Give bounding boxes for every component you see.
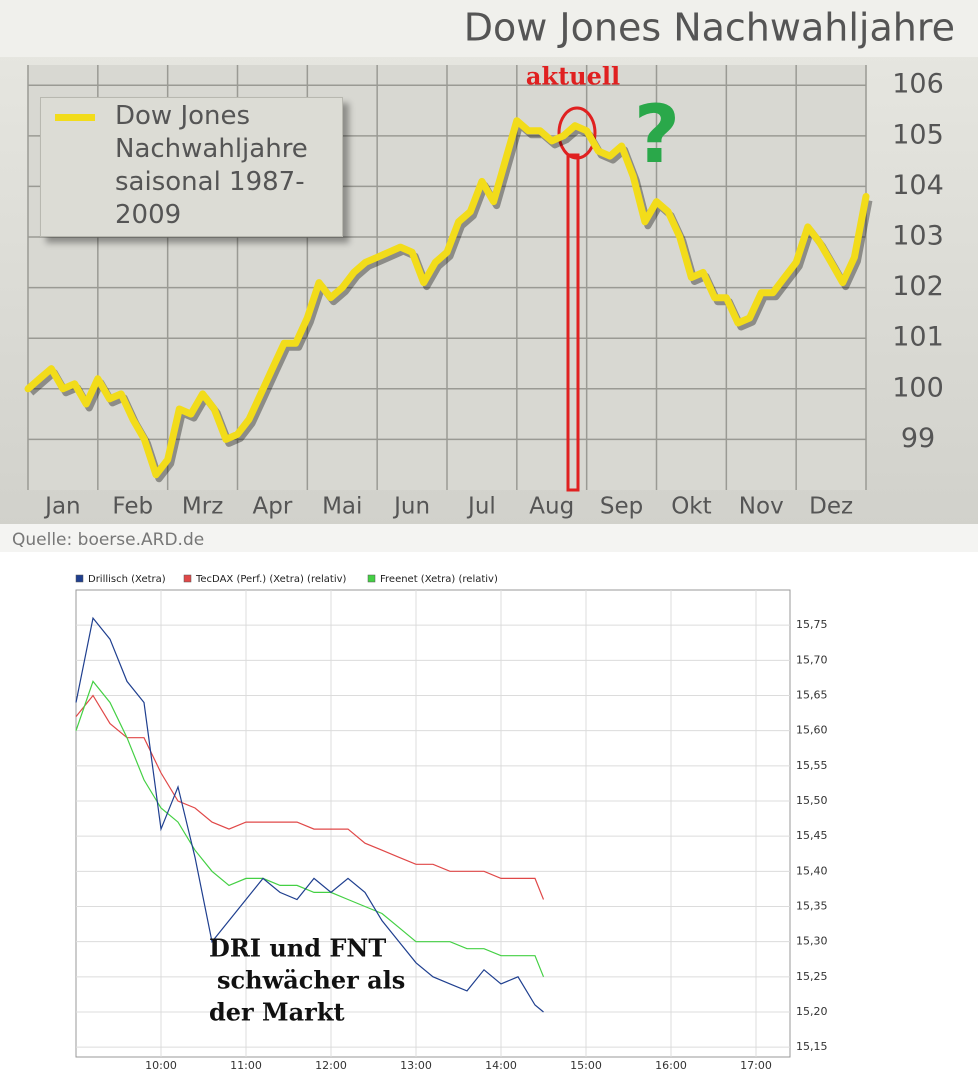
plot-frame-2	[75, 589, 791, 1058]
y-tick-label: 105	[892, 119, 944, 150]
line	[75, 616, 544, 1013]
legend-swatch	[183, 574, 192, 583]
x-tick-label: 13:00	[400, 1059, 432, 1072]
x-tick-label: 17:00	[740, 1059, 772, 1072]
y-tick-label: 15,15	[796, 1040, 828, 1053]
source: Quelle: boerse.ARD.de	[12, 530, 204, 550]
title-band	[0, 0, 978, 57]
x-tick-label: 10:00	[145, 1059, 177, 1072]
y-tick-label: 15,75	[796, 618, 828, 631]
x-tick-label: Aug	[529, 494, 574, 520]
line	[75, 694, 545, 900]
highlight-bar	[566, 153, 580, 492]
legend-label: Freenet (Xetra) (relativ)	[380, 574, 498, 585]
source-band	[0, 524, 978, 552]
x-tick-label: 16:00	[655, 1059, 687, 1072]
legend-swatch	[75, 574, 84, 583]
y-tick-label: 15,25	[796, 970, 828, 983]
y-tick-label: 103	[892, 221, 944, 252]
x-tick-label: 11:00	[230, 1059, 262, 1072]
legend-label: Drillisch (Xetra)	[88, 574, 166, 585]
y-tick-label: 15,45	[796, 829, 828, 842]
x-tick-label: Mai	[322, 494, 362, 520]
x-tick-label: Jun	[392, 494, 430, 520]
y-tick-label: 15,30	[796, 935, 828, 948]
chart-title: Dow Jones Nachwahljahre	[464, 6, 955, 50]
line	[24, 117, 870, 479]
y-tick-label: 99	[901, 423, 935, 454]
legend-label: Dow Jones Nachwahljahre saisonal 1987-20…	[115, 101, 308, 230]
x-tick-label: Nov	[739, 494, 784, 520]
y-tick-label: 15,70	[796, 653, 828, 666]
y-tick-label: 100	[892, 372, 944, 403]
y-tick-label: 15,20	[796, 1005, 828, 1018]
highlight-circle	[557, 106, 597, 160]
y-tick-label: 15,35	[796, 899, 828, 912]
x-tick-label: Jul	[466, 494, 496, 520]
x-tick-label: 14:00	[485, 1059, 517, 1072]
x-tick-label: Jan	[43, 494, 80, 520]
x-tick-label: Sep	[600, 494, 643, 520]
x-tick-label: Mrz	[182, 494, 223, 520]
x-tick-label: Dez	[809, 494, 853, 520]
x-tick-label: Okt	[671, 494, 711, 520]
y-tick-label: 106	[892, 69, 944, 100]
y-tick-label: 102	[892, 271, 944, 302]
y-tick-label: 15,60	[796, 724, 828, 737]
y-tick-label: 101	[892, 322, 944, 353]
x-tick-label: 12:00	[315, 1059, 347, 1072]
x-tick-label: Feb	[112, 494, 153, 520]
line	[75, 680, 545, 978]
y-tick-label: 15,65	[796, 688, 828, 701]
y-tick-label: 104	[892, 170, 944, 201]
legend-swatch	[367, 574, 376, 583]
legend: Dow Jones Nachwahljahre saisonal 1987-20…	[40, 97, 343, 237]
y-tick-label: 15,50	[796, 794, 828, 807]
annotation: DRI und FNT	[209, 934, 386, 963]
annotation: schwächer als	[217, 966, 405, 995]
legend-label: TecDAX (Perf.) (Xetra) (relativ)	[195, 574, 347, 585]
y-tick-label: 15,55	[796, 759, 828, 772]
y-tick-label: 15,40	[796, 864, 828, 877]
annotation: der Markt	[209, 998, 345, 1027]
x-tick-label: 15:00	[570, 1059, 602, 1072]
legend-swatch	[55, 114, 95, 121]
annotation: ?	[634, 88, 680, 181]
x-tick-label: Apr	[253, 494, 293, 520]
annotation: aktuell	[526, 62, 620, 91]
